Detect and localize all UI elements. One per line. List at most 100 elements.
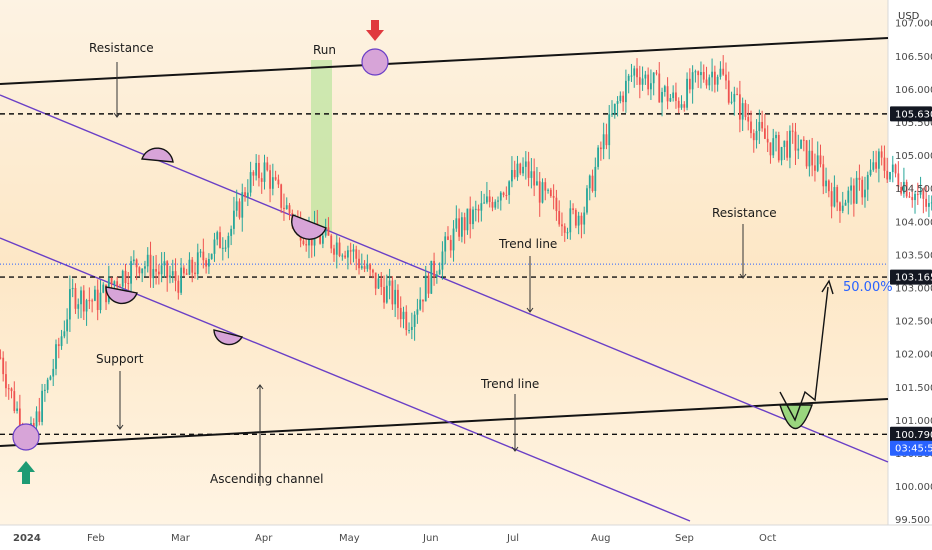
candle-body	[683, 104, 686, 108]
candle-body	[66, 319, 69, 332]
candle-body	[171, 271, 174, 276]
candle-body	[191, 259, 194, 273]
candle-body	[591, 175, 594, 191]
candle-body	[227, 235, 230, 248]
x-tick-label: Oct	[759, 533, 776, 544]
candle-body	[321, 235, 324, 244]
candle-body	[708, 77, 711, 86]
candle-body	[263, 162, 266, 182]
candle-body	[903, 181, 905, 194]
candle-body	[789, 130, 791, 158]
candle-body	[169, 275, 171, 278]
candle-body	[588, 175, 591, 189]
candle-body	[663, 86, 666, 92]
candle-body	[219, 232, 221, 249]
currency-label: USD	[898, 11, 920, 22]
touch-arc-2	[213, 329, 244, 346]
candle-body	[908, 196, 911, 198]
candle-body	[911, 197, 914, 201]
candle-body	[836, 187, 839, 203]
candle-body	[5, 374, 7, 389]
candle-body	[583, 212, 586, 225]
candle-body	[105, 284, 107, 303]
candle-body	[110, 278, 113, 285]
candle-body	[216, 232, 219, 240]
candle-body	[55, 344, 57, 369]
candle-body	[283, 207, 285, 210]
candle-body	[722, 68, 725, 75]
candle-body	[894, 164, 897, 174]
candle-body	[319, 235, 321, 244]
candle-body	[233, 210, 235, 229]
candle-body	[680, 104, 683, 108]
candle-body	[394, 289, 397, 305]
candle-body	[736, 93, 738, 95]
candle-body	[499, 192, 502, 201]
candle-body	[355, 249, 358, 259]
candle-body	[700, 72, 702, 76]
candle-body	[13, 391, 16, 411]
plot-background	[0, 0, 888, 525]
candle-body	[825, 180, 827, 187]
fib-level-label: 50.00%	[843, 280, 893, 295]
candle-body	[80, 290, 82, 305]
candle-body	[205, 260, 208, 267]
x-tick-label: Feb	[87, 533, 105, 544]
candle-body	[335, 242, 338, 255]
y-tick-label: 104.000	[895, 217, 932, 228]
candle-body	[385, 285, 388, 303]
candle-body	[458, 218, 460, 237]
candle-body	[438, 269, 441, 275]
candle-body	[146, 254, 149, 267]
candle-body	[285, 205, 288, 210]
y-tick-label: 101.500	[895, 383, 932, 394]
candle-body	[260, 178, 263, 182]
candle-body	[369, 264, 372, 270]
candle-body	[249, 172, 252, 193]
candle-body	[491, 201, 494, 208]
candle-body	[814, 165, 816, 171]
candle-body	[891, 164, 894, 172]
candle-body	[524, 161, 527, 167]
candle-body	[675, 92, 677, 101]
candle-body	[402, 311, 405, 320]
candle-body	[502, 192, 505, 196]
candle-body	[727, 80, 730, 103]
candle-body	[16, 408, 18, 411]
candle-body	[886, 170, 889, 180]
candle-body	[697, 71, 700, 76]
candle-body	[719, 68, 722, 77]
candle-body	[480, 203, 483, 211]
candle-body	[302, 240, 305, 245]
candle-body	[586, 188, 588, 213]
candle-body	[725, 74, 727, 81]
x-tick-label: Apr	[255, 533, 273, 544]
candle-body	[374, 272, 377, 289]
candle-body	[716, 76, 719, 85]
candle-body	[549, 189, 552, 197]
candle-body	[430, 260, 433, 294]
candle-body	[652, 72, 655, 84]
candle-body	[102, 284, 105, 293]
touch-arc-1	[105, 286, 138, 305]
candle-body	[780, 147, 783, 161]
candle-body	[18, 408, 21, 430]
candle-body	[269, 170, 271, 189]
candle-body	[561, 224, 563, 227]
candle-body	[563, 226, 566, 233]
candle-body	[383, 287, 385, 303]
candle-body	[149, 254, 152, 279]
candle-body	[447, 236, 449, 240]
price-badge	[890, 440, 932, 456]
candle-body	[463, 217, 466, 231]
candle-body	[441, 251, 444, 270]
candle-body	[202, 251, 205, 261]
candle-body	[625, 80, 627, 103]
candle-body	[466, 208, 469, 231]
candle-body	[246, 192, 249, 198]
candle-body	[841, 205, 844, 211]
annotation-pointer-head-3	[116, 424, 124, 430]
candle-body	[594, 166, 597, 191]
candle-body	[163, 261, 166, 266]
